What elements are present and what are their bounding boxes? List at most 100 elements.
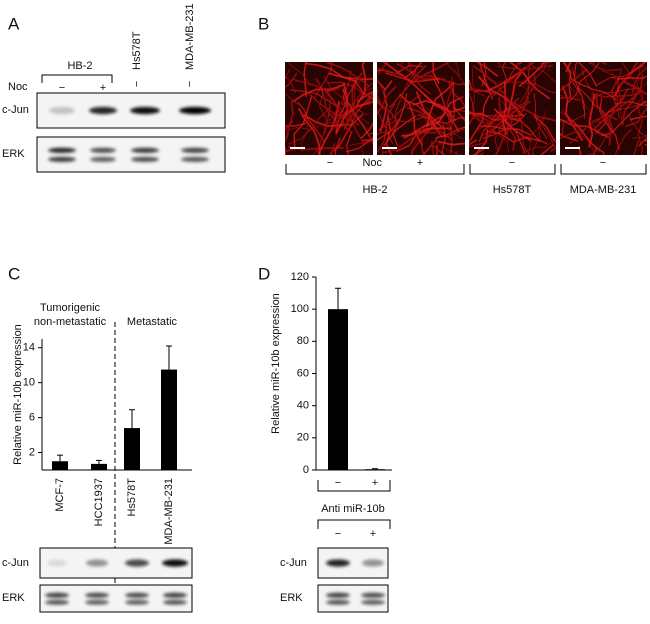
fiber (403, 62, 423, 79)
fiber (285, 147, 299, 153)
fiber (588, 62, 591, 65)
x-tick-label: MCF-7 (54, 478, 66, 512)
fiber (598, 86, 642, 124)
fiber (595, 64, 645, 87)
fiber (510, 81, 556, 94)
fiber (572, 120, 605, 155)
panel-letter: A (8, 14, 20, 33)
fiber (601, 70, 641, 89)
fiber (377, 100, 387, 112)
blot-band (48, 156, 76, 162)
x-tick-label: + (372, 477, 378, 489)
fiber (350, 92, 373, 126)
blot-band (361, 599, 385, 605)
blot-band (85, 599, 109, 605)
fiber (469, 89, 486, 97)
y-tick-label: 14 (23, 342, 35, 354)
blot-frame (317, 584, 389, 613)
fiber (608, 77, 620, 134)
micrograph (469, 62, 556, 155)
fiber (629, 115, 647, 121)
fiber (539, 62, 551, 65)
fiber (329, 152, 333, 155)
fiber (592, 62, 595, 64)
fiber (628, 115, 647, 137)
fiber (285, 100, 294, 142)
blot-band (130, 106, 160, 115)
fiber (403, 111, 447, 139)
blot-band (89, 106, 117, 115)
blot-label: ERK (280, 592, 303, 604)
fiber (469, 95, 490, 144)
y-tick-label: 80 (297, 335, 309, 347)
fiber (410, 81, 457, 122)
fiber (430, 142, 446, 155)
fiber (343, 84, 356, 131)
fiber (622, 80, 647, 96)
fiber (455, 151, 457, 155)
fiber (572, 68, 586, 119)
blot-band (326, 559, 350, 567)
fiber (356, 90, 373, 103)
fiber (478, 62, 494, 100)
fiber (285, 122, 306, 127)
fiber (560, 113, 587, 122)
fiber (297, 107, 321, 155)
y-axis-label: Relative miR-10b expression (12, 324, 24, 465)
blot-band (125, 592, 149, 598)
fiber (577, 62, 598, 87)
bracket (41, 74, 113, 83)
blot-band (48, 147, 76, 153)
fiber (288, 106, 332, 145)
micrograph (377, 62, 465, 155)
fiber (382, 140, 385, 155)
error-bar (166, 345, 172, 370)
fiber (407, 62, 432, 96)
fiber (571, 78, 617, 101)
fiber (511, 101, 556, 122)
error-bar (57, 454, 63, 462)
blot-band (86, 559, 108, 567)
y-tick-label: 2 (29, 446, 35, 458)
blot-band (181, 156, 209, 162)
treatment-label: Anti miR-10b (321, 503, 385, 515)
fiber (532, 115, 544, 155)
fiber (632, 134, 647, 140)
fiber (385, 72, 441, 83)
fiber (421, 137, 426, 155)
fiber (377, 89, 393, 145)
fiber (433, 79, 460, 132)
group-label: HB-2 (67, 60, 92, 72)
group-label: MDA-MB-231 (570, 184, 637, 196)
cell-line: MDA-MB-231 (184, 3, 196, 70)
fiber (560, 129, 586, 139)
treatment: − (509, 157, 515, 169)
fiber (514, 74, 536, 119)
fiber (565, 62, 601, 106)
fiber (447, 80, 465, 109)
fiber (472, 65, 514, 107)
fiber (454, 62, 456, 65)
cell-line: Hs578T (131, 31, 143, 70)
fiber (501, 100, 512, 154)
fiber (501, 80, 507, 136)
fiber (637, 136, 647, 147)
fiber (469, 86, 496, 96)
fiber (527, 62, 531, 102)
fiber (290, 89, 344, 111)
blot-label: ERK (2, 592, 25, 604)
fiber (405, 99, 444, 139)
blot-frame (39, 584, 193, 613)
fiber (342, 88, 371, 137)
fiber (471, 68, 475, 120)
fiber (438, 140, 465, 146)
fiber (508, 62, 520, 78)
y-tick-label: 0 (303, 464, 309, 476)
bracket (317, 480, 391, 492)
fiber (377, 85, 397, 115)
fiber (621, 74, 644, 126)
bar (91, 463, 107, 470)
bracket (560, 164, 647, 175)
error-bar (129, 409, 135, 429)
fiber (394, 70, 417, 121)
